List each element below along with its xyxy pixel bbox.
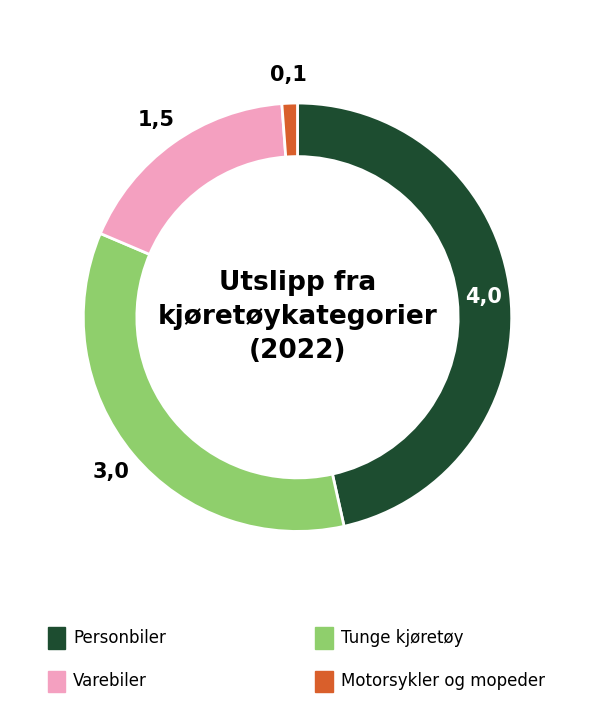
Text: Utslipp fra
kjøretøykategorier
(2022): Utslipp fra kjøretøykategorier (2022)	[158, 270, 437, 364]
Wedge shape	[282, 103, 298, 157]
Wedge shape	[83, 234, 344, 531]
Text: 4,0: 4,0	[465, 287, 502, 306]
Text: 3,0: 3,0	[93, 462, 130, 482]
Text: Motorsykler og mopeder: Motorsykler og mopeder	[341, 673, 545, 690]
Text: 0,1: 0,1	[270, 66, 307, 85]
Text: 1,5: 1,5	[138, 110, 175, 131]
Text: Personbiler: Personbiler	[73, 629, 166, 647]
Text: Tunge kjøretøy: Tunge kjøretøy	[341, 629, 464, 647]
Wedge shape	[101, 104, 286, 255]
Text: Varebiler: Varebiler	[73, 673, 147, 690]
Wedge shape	[298, 103, 512, 526]
